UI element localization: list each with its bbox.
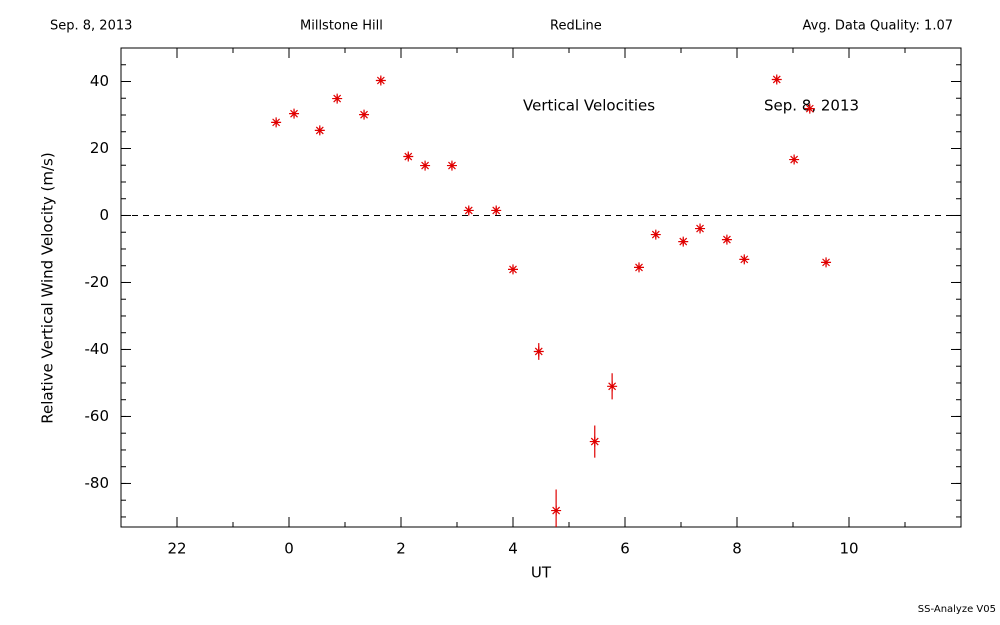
- x-tick-label: 6: [620, 540, 630, 558]
- plot-frame: [120, 47, 962, 528]
- quality-header: Avg. Data Quality: 1.07: [803, 19, 953, 34]
- point: [463, 205, 474, 216]
- point: [695, 223, 706, 234]
- point: [289, 108, 300, 119]
- point: [375, 75, 386, 86]
- point: [491, 205, 502, 216]
- point: [332, 93, 343, 104]
- point: [650, 229, 661, 240]
- point: [771, 74, 782, 85]
- footer: SS-Analyze V05: [918, 604, 996, 615]
- point: [551, 505, 562, 516]
- point: [271, 117, 282, 128]
- point: [607, 381, 618, 392]
- point: [678, 236, 689, 247]
- marks: [271, 74, 832, 527]
- point: [446, 160, 457, 171]
- point: [589, 436, 600, 447]
- x-tick-label: 10: [839, 540, 858, 558]
- y-tick-label: -40: [85, 340, 110, 358]
- x-tick-label: 0: [284, 540, 294, 558]
- y-tick-label: 20: [90, 139, 109, 157]
- y-axis-label: Relative Vertical Wind Velocity (m/s): [39, 152, 57, 423]
- point: [634, 262, 644, 273]
- point: [359, 109, 370, 120]
- date-header: Sep. 8, 2013: [50, 19, 132, 34]
- y-tick-label: 40: [90, 72, 109, 90]
- point: [804, 103, 815, 114]
- x-tick-label: 2: [396, 540, 406, 558]
- y-tick-label: 0: [99, 206, 109, 224]
- point: [721, 234, 732, 245]
- y-tick-label: -80: [85, 474, 110, 492]
- point: [314, 125, 325, 136]
- x-tick-label: 4: [508, 540, 518, 558]
- point: [739, 254, 750, 265]
- x-axis-label: UT: [531, 564, 552, 582]
- point: [403, 151, 414, 162]
- point: [821, 257, 832, 268]
- site-header: Millstone Hill: [300, 19, 383, 34]
- x-tick-label: 22: [167, 540, 186, 558]
- point: [420, 160, 431, 171]
- point: [533, 346, 544, 357]
- point: [789, 154, 800, 165]
- annotation: Vertical Velocities: [523, 97, 655, 115]
- point: [508, 264, 518, 275]
- y-tick-label: -20: [85, 273, 110, 291]
- y-tick-label: -60: [85, 407, 110, 425]
- annotation: Sep. 8, 2013: [764, 97, 859, 115]
- x-tick-label: 8: [732, 540, 742, 558]
- line-header: RedLine: [550, 19, 602, 34]
